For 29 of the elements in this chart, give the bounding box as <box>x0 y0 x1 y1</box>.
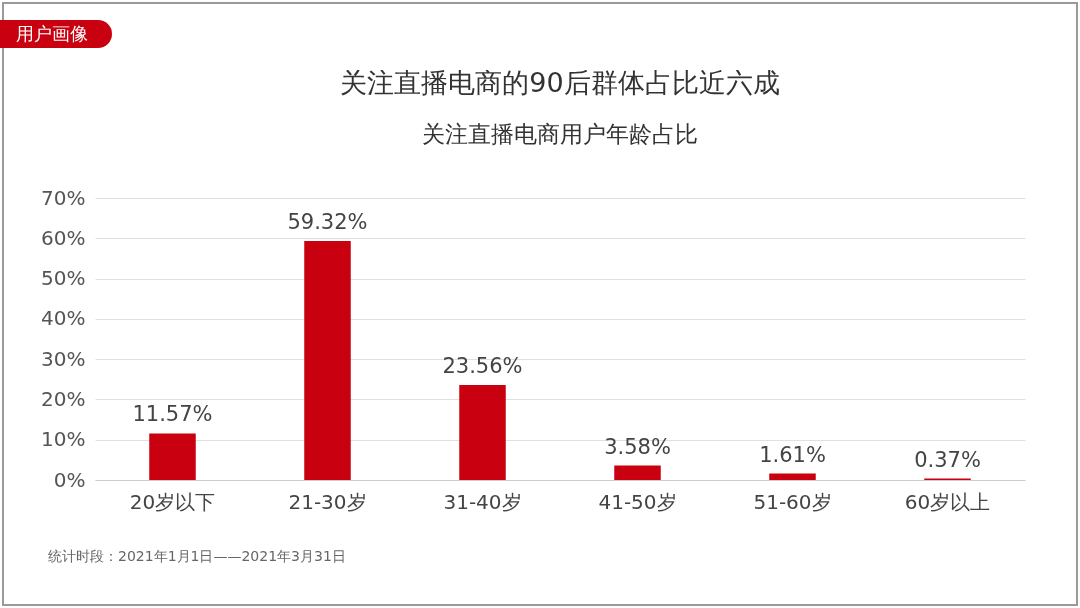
text: 用户画像 <box>0 20 112 48</box>
text: 3.58% <box>604 434 671 459</box>
bar <box>459 385 506 480</box>
x-tick-label: 31-40岁 <box>443 489 522 514</box>
y-tick-label: 70% <box>41 185 86 210</box>
x-tick-label: 51-60岁 <box>753 489 832 514</box>
text: 1.61% <box>759 442 826 467</box>
text: 23.56% <box>442 354 523 379</box>
y-tick-label: 20% <box>41 386 86 411</box>
bar <box>769 473 816 480</box>
x-tick-label: 41-50岁 <box>598 489 677 514</box>
y-tick-label: 30% <box>41 346 86 371</box>
y-tick-label: 40% <box>41 306 86 331</box>
x-tick-label: 20岁以下 <box>129 489 216 514</box>
y-tick-label: 60% <box>41 225 86 250</box>
text: 59.32% <box>287 210 368 235</box>
text: 0.37% <box>914 447 981 472</box>
bar <box>304 241 351 480</box>
y-tick-label: 10% <box>41 427 86 452</box>
text: 统计时段：2021年1月1日——2021年3月31日 <box>48 548 346 566</box>
x-tick-label: 60岁以上 <box>904 489 991 514</box>
x-tick-label: 21-30岁 <box>288 489 367 514</box>
chart-title: 关注直播电商的90后群体占比近六成 <box>340 67 780 98</box>
text: 11.57% <box>132 402 213 427</box>
bar <box>149 433 196 480</box>
chart-subtitle: 关注直播电商用户年龄占比 <box>422 121 698 147</box>
bar <box>614 465 661 480</box>
y-tick-label: 50% <box>41 266 86 291</box>
y-tick-label: 0% <box>53 467 86 492</box>
